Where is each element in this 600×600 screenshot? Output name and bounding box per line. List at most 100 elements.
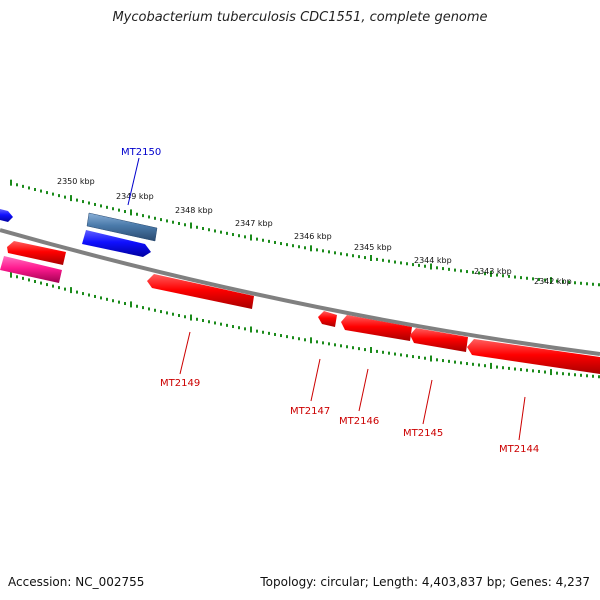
scale-tick-minor [34, 187, 36, 191]
scale-tick-minor [334, 343, 336, 347]
scale-tick-major [430, 263, 432, 270]
scale-tick-minor [328, 250, 330, 254]
scale-tick-minor [214, 321, 216, 325]
gene-label-mt2149[interactable]: MT2149 [160, 378, 200, 389]
scale-tick-minor [94, 202, 96, 206]
scale-tick-minor [556, 371, 558, 375]
scale-tick-minor [82, 200, 84, 204]
scale-tick-minor [526, 276, 528, 280]
scale-tick-minor [124, 210, 126, 214]
scale-tick-major [130, 301, 132, 308]
gene-arrow-mt2144[interactable] [467, 339, 600, 374]
scale-tick-minor [364, 256, 366, 260]
scale-tick-minor [472, 362, 474, 366]
scale-tick-major [130, 209, 132, 216]
scale-tick-minor [544, 278, 546, 282]
gene-label-mt2145[interactable]: MT2145 [403, 428, 443, 439]
scale-tick-minor [298, 337, 300, 341]
scale-tick-minor [496, 273, 498, 277]
scale-tick-minor [508, 274, 510, 278]
gene-arrow-red-small[interactable] [318, 311, 337, 327]
scale-tick-minor [256, 237, 258, 241]
gene-arrow-mt2145[interactable] [410, 328, 468, 352]
scale-tick-major [10, 179, 12, 186]
scale-tick-major [370, 346, 372, 353]
scale-tick-minor [586, 282, 588, 286]
scale-tick-minor [52, 192, 54, 196]
scale-tick-minor [298, 245, 300, 249]
gene-arrow-mt2150[interactable] [86, 212, 158, 242]
scale-tick-minor [562, 280, 564, 284]
gene-arrow-mt2146[interactable] [341, 315, 412, 341]
scale-label: 2344 kbp [414, 256, 452, 265]
scale-tick-minor [196, 225, 198, 229]
scale-tick-minor [172, 312, 174, 316]
scale-tick-major [250, 234, 252, 241]
scale-tick-minor [136, 212, 138, 216]
scale-tick-major [550, 369, 552, 376]
scale-tick-minor [376, 349, 378, 353]
scale-tick-minor [76, 290, 78, 294]
scale-tick-minor [406, 262, 408, 266]
scale-tick-major [430, 355, 432, 362]
gene-label-mt2147[interactable]: MT2147 [290, 406, 330, 417]
gene-arrow-pink-edge[interactable] [0, 256, 62, 283]
scale-tick-minor [268, 239, 270, 243]
scale-tick-major [490, 270, 492, 277]
scale-tick-minor [64, 287, 66, 291]
scale-label: 2343 kbp [474, 267, 512, 276]
scale-tick-minor [454, 268, 456, 272]
scale-tick-minor [154, 308, 156, 312]
scale-tick-minor [220, 322, 222, 326]
scale-label: 2346 kbp [294, 232, 332, 241]
scale-tick-minor [292, 336, 294, 340]
gene-arrow-red-edge[interactable] [7, 241, 66, 265]
scale-tick-minor [160, 310, 162, 314]
scale-tick-minor [118, 208, 120, 212]
gene-label-mt2150[interactable]: MT2150 [121, 147, 161, 158]
gene-arrow-blue[interactable] [82, 230, 151, 257]
scale-tick-minor [232, 233, 234, 237]
scale-tick-minor [358, 347, 360, 351]
scale-tick-minor [166, 219, 168, 223]
scale-tick-minor [64, 195, 66, 199]
genome-backbone [0, 228, 600, 356]
scale-tick-minor [568, 280, 570, 284]
scale-tick-minor [274, 240, 276, 244]
scale-tick-minor [442, 267, 444, 271]
scale-tick-minor [340, 344, 342, 348]
scale-tick-minor [322, 249, 324, 253]
scale-tick-minor [580, 281, 582, 285]
scale-tick-minor [238, 234, 240, 238]
label-leader-mt2144 [518, 396, 526, 441]
scale-tick-minor [58, 194, 60, 198]
scale-tick-minor [238, 326, 240, 330]
scale-tick-minor [94, 294, 96, 298]
scale-tick-minor [16, 275, 18, 279]
scale-tick-minor [484, 364, 486, 368]
scale-tick-minor [598, 375, 600, 379]
scale-tick-minor [388, 259, 390, 263]
scale-label: 2342 kbp [534, 277, 572, 286]
gene-arrow-mt2149[interactable] [147, 274, 254, 309]
scale-label: 2349 kbp [116, 192, 154, 201]
scale-tick-minor [148, 307, 150, 311]
scale-tick-minor [484, 272, 486, 276]
scale-tick-major [550, 277, 552, 284]
scale-tick-minor [448, 267, 450, 271]
scale-tick-minor [322, 341, 324, 345]
scale-tick-minor [382, 350, 384, 354]
scale-tick-minor [106, 205, 108, 209]
scale-tick-minor [502, 274, 504, 278]
gene-arrow-blue-edge[interactable] [0, 209, 13, 222]
scale-tick-minor [202, 319, 204, 323]
scale-tick-minor [586, 374, 588, 378]
scale-tick-minor [460, 361, 462, 365]
scale-tick-minor [526, 368, 528, 372]
gene-label-mt2144[interactable]: MT2144 [499, 444, 539, 455]
gene-label-mt2146[interactable]: MT2146 [339, 416, 379, 427]
scale-tick-minor [574, 373, 576, 377]
scale-tick-minor [592, 282, 594, 286]
scale-tick-minor [556, 279, 558, 283]
